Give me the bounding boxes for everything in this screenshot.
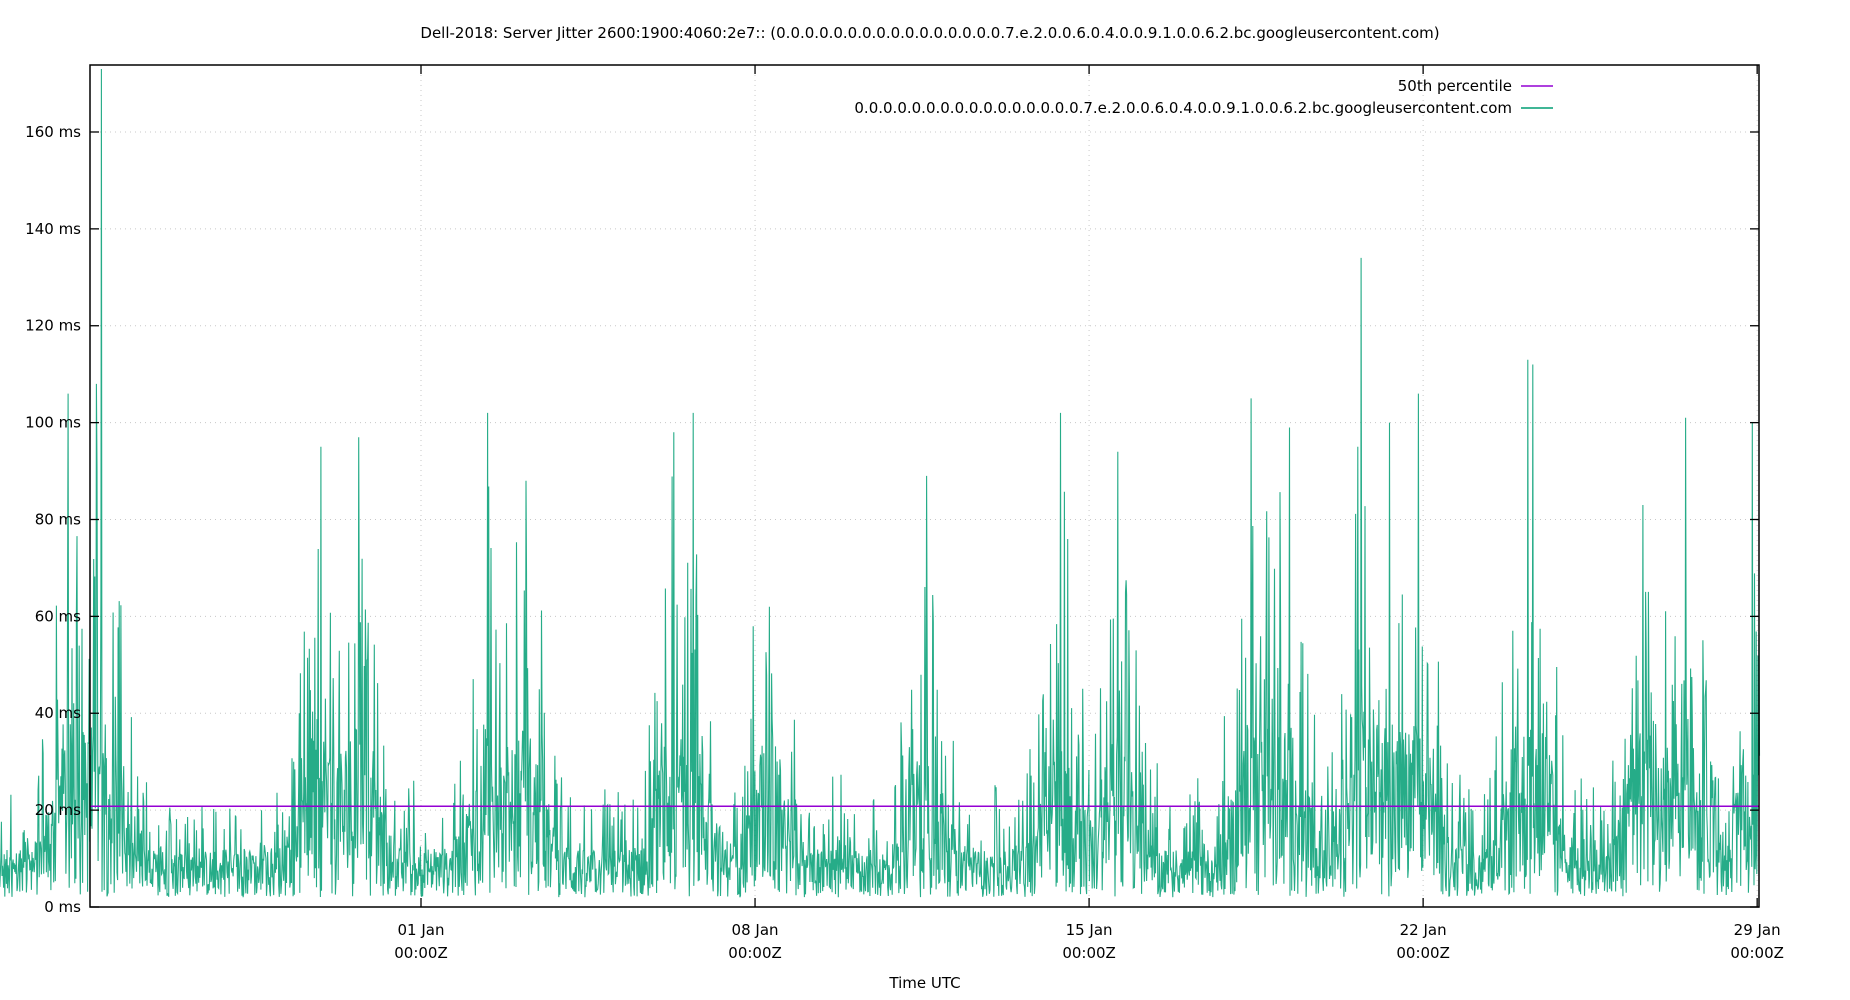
legend: 50th percentile 0.0.0.0.0.0.0.0.0.0.0.0.0…	[854, 77, 1553, 117]
jitter-series-line	[0, 68, 1761, 898]
y-tick-label: 140 ms	[25, 220, 81, 238]
x-axis: 01 Jan 00:00Z 08 Jan 00:00Z 15 Jan 00:00Z 22 J…	[394, 65, 1784, 962]
legend-item-label: 0.0.0.0.0.0.0.0.0.0.0.0.0.0.0.0.7.e.2.0.…	[854, 99, 1512, 117]
gridlines	[90, 65, 1759, 907]
chart-title: Dell-2018: Server Jitter 2600:1900:4060:…	[420, 24, 1439, 42]
y-tick-label: 100 ms	[25, 414, 81, 432]
x-tick-sublabel: 00:00Z	[728, 944, 782, 962]
y-tick-label: 60 ms	[35, 607, 81, 625]
x-tick-sublabel: 00:00Z	[1730, 944, 1784, 962]
x-tick-sublabel: 00:00Z	[1062, 944, 1116, 962]
y-tick-label: 0 ms	[44, 898, 81, 916]
x-axis-label: Time UTC	[888, 974, 960, 992]
x-tick-label: 29 Jan	[1734, 921, 1781, 939]
legend-item-label: 50th percentile	[1398, 77, 1512, 95]
x-tick-sublabel: 00:00Z	[394, 944, 448, 962]
y-tick-label: 160 ms	[25, 123, 81, 141]
y-tick-label: 80 ms	[35, 510, 81, 528]
y-tick-label: 120 ms	[25, 317, 81, 335]
y-axis: 0 ms 20 ms 40 ms 60 ms 80 ms 100 ms 120 ms 140 …	[25, 123, 1759, 916]
x-tick-label: 08 Jan	[732, 921, 779, 939]
plot-frame	[89, 64, 1760, 908]
x-tick-label: 15 Jan	[1066, 921, 1113, 939]
x-tick-label: 22 Jan	[1400, 921, 1447, 939]
y-tick-label: 20 ms	[35, 801, 81, 819]
y-tick-label: 40 ms	[35, 704, 81, 722]
x-tick-sublabel: 00:00Z	[1396, 944, 1450, 962]
x-tick-label: 01 Jan	[398, 921, 445, 939]
